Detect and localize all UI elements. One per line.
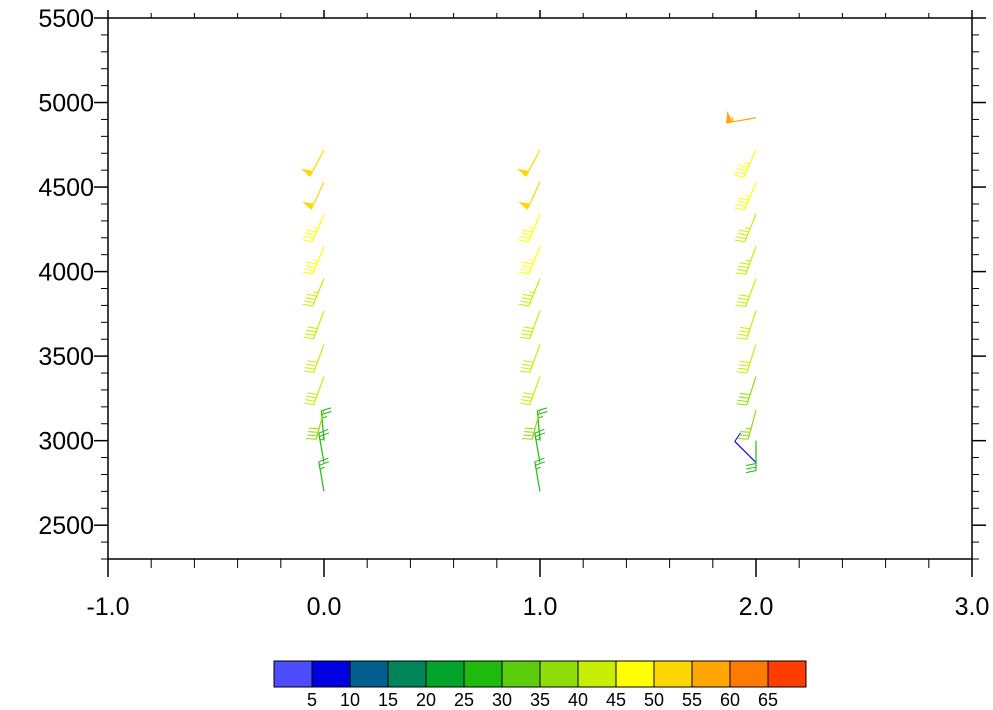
colorbar-label: 40 xyxy=(568,690,588,710)
colorbar-swatch xyxy=(463,660,503,688)
wind-barb xyxy=(745,440,757,474)
wind-barb xyxy=(736,310,757,340)
wind-barb xyxy=(306,410,325,440)
colorbar-swatch xyxy=(691,660,731,688)
y-tick-label: 3500 xyxy=(38,343,94,371)
x-tick-label: 1.0 xyxy=(523,593,558,621)
colorbar-swatch xyxy=(653,660,693,688)
wind-barb xyxy=(519,310,541,340)
wind-barb xyxy=(735,246,757,275)
x-tick-label: 0.0 xyxy=(307,593,342,621)
colorbar-label: 25 xyxy=(454,690,474,710)
wind-barb xyxy=(734,181,757,211)
wind-barb xyxy=(303,310,325,340)
y-axis: 2500 3000 3500 4000 4500 5000 5500 xyxy=(38,5,986,560)
y-tick-label: 5500 xyxy=(38,5,94,33)
colorbar-label: 30 xyxy=(492,690,512,710)
x-tick-label: -1.0 xyxy=(86,593,129,621)
wind-barb xyxy=(303,376,325,406)
colorbar-swatch xyxy=(729,660,769,688)
y-tick-label: 3000 xyxy=(38,428,94,456)
wind-barb xyxy=(301,149,325,178)
colorbar-swatch xyxy=(311,660,351,688)
wind-barb xyxy=(302,246,325,275)
wind-barb xyxy=(735,278,757,308)
colorbar-swatch xyxy=(539,660,579,688)
colorbar-label: 5 xyxy=(307,690,317,710)
y-tick-label: 4000 xyxy=(38,259,94,287)
wind-barb xyxy=(518,246,541,275)
y-tick-label: 5000 xyxy=(38,90,94,118)
wind-barb xyxy=(734,432,757,464)
colorbar-swatch xyxy=(615,660,655,688)
colorbar: 5 10 15 20 25 30 35 40 45 50 55 60 65 xyxy=(273,660,807,710)
colorbar-label: 50 xyxy=(644,690,664,710)
wind-barb xyxy=(518,278,541,307)
wind-barb xyxy=(320,407,332,441)
wind-barb xyxy=(519,344,541,373)
y-tick-label: 2500 xyxy=(38,512,94,540)
wind-barb xyxy=(736,376,757,406)
wind-barb xyxy=(522,410,541,440)
colorbar-swatch xyxy=(425,660,465,688)
wind-barb xyxy=(738,410,757,440)
wind-barb xyxy=(302,278,325,307)
colorbar-swatch xyxy=(767,660,807,688)
x-tick-label: 2.0 xyxy=(739,593,774,621)
wind-barb xyxy=(519,376,541,406)
wind-barb xyxy=(536,407,548,441)
colorbar-label: 15 xyxy=(378,690,398,710)
colorbar-swatch xyxy=(349,660,389,688)
x-tick-label: 3.0 xyxy=(955,593,990,621)
colorbar-swatch xyxy=(273,660,313,688)
wind-barb xyxy=(302,213,325,243)
colorbar-label: 45 xyxy=(606,690,626,710)
wind-barb xyxy=(726,111,757,124)
wind-barbs xyxy=(301,111,757,492)
wind-barb xyxy=(736,344,757,374)
colorbar-swatch xyxy=(387,660,427,688)
colorbar-label: 55 xyxy=(682,690,702,710)
colorbar-label: 10 xyxy=(340,690,360,710)
colorbar-swatch xyxy=(577,660,617,688)
wind-barb xyxy=(733,149,757,178)
wind-barb xyxy=(518,213,541,243)
colorbar-swatch xyxy=(501,660,541,688)
wind-barb xyxy=(518,181,541,210)
wind-barb xyxy=(734,213,757,243)
wind-barb xyxy=(302,181,325,210)
wind-barb xyxy=(534,457,546,492)
colorbar-label: 60 xyxy=(720,690,740,710)
colorbar-label: 35 xyxy=(530,690,550,710)
x-axis: -1.0 0.0 1.0 2.0 3.0 xyxy=(86,10,989,621)
wind-barb xyxy=(517,149,541,178)
colorbar-label: 65 xyxy=(758,690,778,710)
plot-frame xyxy=(107,17,973,560)
y-tick-label: 4500 xyxy=(38,174,94,202)
wind-barb xyxy=(318,457,330,492)
wind-barb xyxy=(303,344,325,373)
colorbar-label: 20 xyxy=(416,690,436,710)
